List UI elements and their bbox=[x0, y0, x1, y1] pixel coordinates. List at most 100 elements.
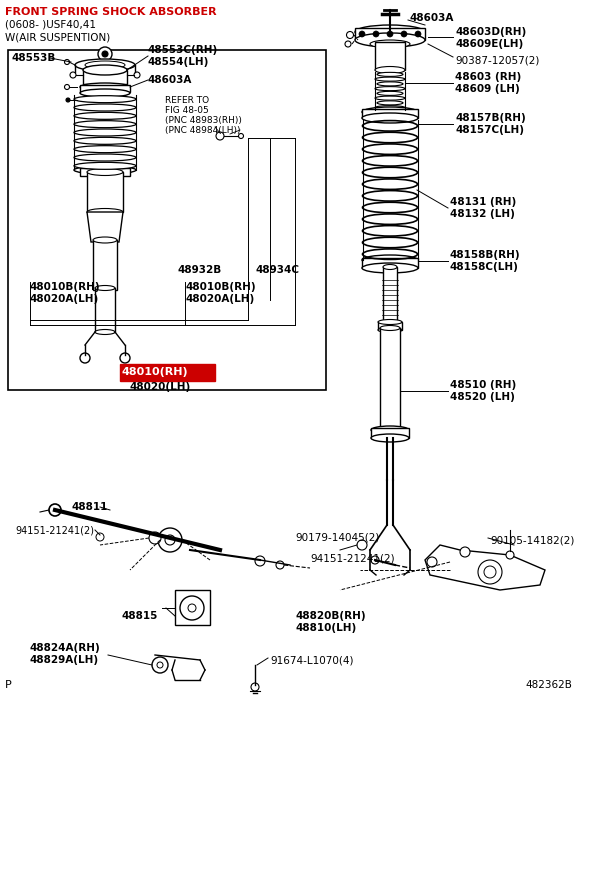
Circle shape bbox=[158, 528, 182, 552]
Bar bbox=[375, 42, 405, 70]
Text: 94151-21241(2): 94151-21241(2) bbox=[310, 553, 395, 563]
Ellipse shape bbox=[362, 255, 418, 265]
Ellipse shape bbox=[95, 285, 115, 290]
Text: 48020A(LH): 48020A(LH) bbox=[185, 294, 254, 304]
Ellipse shape bbox=[87, 168, 123, 175]
Text: 48010B(RH): 48010B(RH) bbox=[30, 282, 101, 292]
Ellipse shape bbox=[370, 40, 410, 48]
Text: 48157C(LH): 48157C(LH) bbox=[455, 125, 524, 135]
Ellipse shape bbox=[85, 61, 125, 69]
Ellipse shape bbox=[74, 113, 136, 120]
Ellipse shape bbox=[377, 92, 403, 95]
Text: W(AIR SUSPENTION): W(AIR SUSPENTION) bbox=[5, 32, 110, 42]
Text: 48132 (LH): 48132 (LH) bbox=[450, 209, 515, 219]
Text: 48520 (LH): 48520 (LH) bbox=[450, 392, 515, 402]
Text: 48609E(LH): 48609E(LH) bbox=[455, 39, 523, 49]
Circle shape bbox=[373, 31, 379, 37]
Text: 48510 (RH): 48510 (RH) bbox=[450, 380, 516, 390]
Ellipse shape bbox=[380, 326, 400, 331]
Bar bbox=[380, 328, 400, 430]
Circle shape bbox=[102, 51, 108, 57]
Ellipse shape bbox=[74, 96, 136, 103]
Ellipse shape bbox=[377, 82, 403, 86]
Text: 48020(LH): 48020(LH) bbox=[130, 382, 191, 392]
Bar bbox=[383, 267, 397, 325]
Text: 48158C(LH): 48158C(LH) bbox=[450, 262, 519, 272]
Circle shape bbox=[49, 504, 61, 516]
Ellipse shape bbox=[80, 83, 130, 91]
Ellipse shape bbox=[93, 237, 117, 243]
Circle shape bbox=[359, 31, 365, 37]
Ellipse shape bbox=[375, 86, 405, 91]
Ellipse shape bbox=[95, 329, 115, 334]
Circle shape bbox=[149, 532, 161, 544]
Circle shape bbox=[65, 60, 70, 64]
Ellipse shape bbox=[80, 89, 130, 97]
Bar bbox=[83, 70, 127, 84]
Circle shape bbox=[188, 604, 196, 612]
Ellipse shape bbox=[375, 67, 405, 74]
Text: 48603A: 48603A bbox=[148, 75, 193, 85]
Text: FIG 48-05: FIG 48-05 bbox=[165, 106, 209, 114]
Polygon shape bbox=[425, 545, 545, 590]
Text: 90105-14182(2): 90105-14182(2) bbox=[490, 535, 574, 545]
Ellipse shape bbox=[378, 327, 402, 333]
Circle shape bbox=[180, 596, 204, 620]
Text: 48158B(RH): 48158B(RH) bbox=[450, 250, 521, 260]
Text: (PNC 48983(RH)): (PNC 48983(RH)) bbox=[165, 115, 242, 124]
Text: 48934C: 48934C bbox=[255, 265, 299, 275]
Ellipse shape bbox=[377, 72, 403, 77]
Circle shape bbox=[460, 547, 470, 557]
Circle shape bbox=[506, 551, 514, 559]
Text: 48603 (RH): 48603 (RH) bbox=[455, 72, 521, 82]
Circle shape bbox=[165, 535, 175, 545]
Circle shape bbox=[345, 41, 351, 47]
Circle shape bbox=[152, 657, 168, 673]
Ellipse shape bbox=[74, 121, 136, 128]
Text: 90179-14045(2): 90179-14045(2) bbox=[295, 532, 379, 542]
Text: 91674-L1070(4): 91674-L1070(4) bbox=[270, 655, 353, 665]
Circle shape bbox=[134, 72, 140, 78]
Text: 48553B: 48553B bbox=[12, 53, 56, 63]
Ellipse shape bbox=[83, 65, 127, 75]
Text: FRONT SPRING SHOCK ABSORBER: FRONT SPRING SHOCK ABSORBER bbox=[5, 7, 217, 17]
Text: (PNC 48984(LH)): (PNC 48984(LH)) bbox=[165, 126, 241, 135]
Ellipse shape bbox=[375, 96, 405, 100]
Circle shape bbox=[239, 134, 244, 138]
Circle shape bbox=[415, 31, 421, 37]
Text: 48010(RH): 48010(RH) bbox=[122, 367, 188, 377]
Ellipse shape bbox=[74, 137, 136, 144]
Ellipse shape bbox=[362, 113, 418, 123]
Ellipse shape bbox=[74, 104, 136, 111]
Bar bbox=[120, 364, 215, 381]
Ellipse shape bbox=[371, 426, 409, 434]
Text: 48815: 48815 bbox=[122, 611, 158, 621]
Circle shape bbox=[478, 560, 502, 584]
Ellipse shape bbox=[375, 77, 405, 81]
Text: P: P bbox=[5, 680, 12, 690]
Ellipse shape bbox=[74, 129, 136, 136]
Circle shape bbox=[387, 31, 393, 37]
Text: 48554(LH): 48554(LH) bbox=[148, 57, 209, 67]
Text: 48824A(RH): 48824A(RH) bbox=[30, 643, 101, 653]
Ellipse shape bbox=[74, 162, 136, 169]
Text: 48020A(LH): 48020A(LH) bbox=[30, 294, 99, 304]
Circle shape bbox=[80, 353, 90, 363]
Circle shape bbox=[427, 557, 437, 567]
Ellipse shape bbox=[74, 166, 136, 174]
Circle shape bbox=[357, 540, 367, 550]
Text: 48829A(LH): 48829A(LH) bbox=[30, 655, 99, 665]
Ellipse shape bbox=[362, 107, 418, 117]
Text: 48553C(RH): 48553C(RH) bbox=[148, 45, 218, 55]
Bar bbox=[355, 28, 425, 40]
Circle shape bbox=[70, 72, 76, 78]
Circle shape bbox=[120, 353, 130, 363]
Bar bbox=[80, 85, 130, 92]
Ellipse shape bbox=[355, 33, 425, 47]
Text: (0608- )USF40,41: (0608- )USF40,41 bbox=[5, 19, 96, 29]
Ellipse shape bbox=[371, 434, 409, 442]
Bar bbox=[8, 50, 326, 390]
Ellipse shape bbox=[375, 106, 405, 110]
Circle shape bbox=[401, 31, 407, 37]
Circle shape bbox=[276, 561, 284, 569]
